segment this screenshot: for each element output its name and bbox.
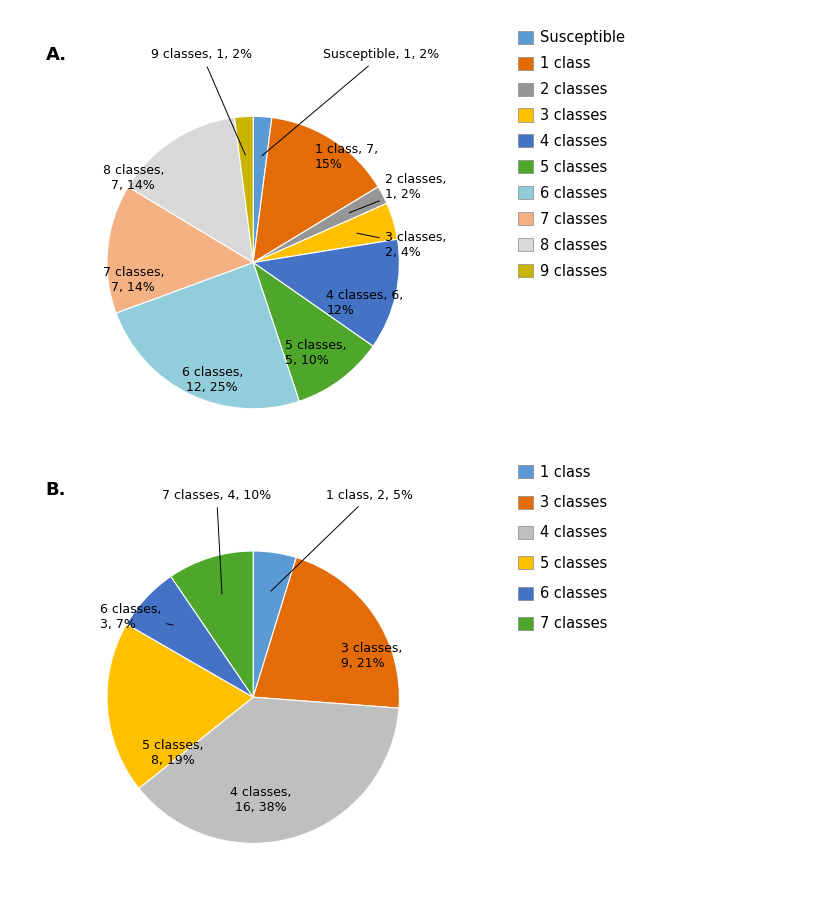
Text: 3 classes,
9, 21%: 3 classes, 9, 21% [341, 642, 402, 671]
Wedge shape [253, 187, 386, 263]
Text: 3 classes,
2, 4%: 3 classes, 2, 4% [357, 231, 446, 259]
Wedge shape [253, 239, 400, 346]
Wedge shape [253, 263, 373, 402]
Wedge shape [129, 117, 253, 263]
Wedge shape [253, 203, 397, 263]
Text: Susceptible, 1, 2%: Susceptible, 1, 2% [262, 48, 439, 156]
Wedge shape [235, 116, 253, 263]
Wedge shape [253, 551, 297, 697]
Wedge shape [139, 697, 399, 844]
Wedge shape [107, 624, 253, 789]
Text: B.: B. [45, 480, 66, 499]
Text: 9 classes, 1, 2%: 9 classes, 1, 2% [152, 48, 253, 155]
Text: 7 classes, 4, 10%: 7 classes, 4, 10% [162, 489, 271, 594]
Text: 6 classes,
3, 7%: 6 classes, 3, 7% [100, 603, 173, 630]
Legend: Susceptible, 1 class, 2 classes, 3 classes, 4 classes, 5 classes, 6 classes, 7 c: Susceptible, 1 class, 2 classes, 3 class… [518, 30, 625, 278]
Text: 6 classes,
12, 25%: 6 classes, 12, 25% [181, 365, 243, 393]
Text: 1 class, 2, 5%: 1 class, 2, 5% [271, 489, 414, 591]
Wedge shape [253, 117, 378, 263]
Text: 1 class, 7,
15%: 1 class, 7, 15% [315, 144, 377, 171]
Text: 4 classes, 6,
12%: 4 classes, 6, 12% [326, 289, 404, 318]
Text: 5 classes,
5, 10%: 5 classes, 5, 10% [285, 339, 347, 367]
Wedge shape [116, 263, 299, 409]
Text: 4 classes,
16, 38%: 4 classes, 16, 38% [230, 785, 291, 813]
Text: 2 classes,
1, 2%: 2 classes, 1, 2% [349, 173, 446, 213]
Wedge shape [127, 576, 253, 697]
Text: 7 classes,
7, 14%: 7 classes, 7, 14% [102, 266, 164, 294]
Wedge shape [171, 551, 253, 697]
Wedge shape [253, 557, 400, 708]
Text: 8 classes,
7, 14%: 8 classes, 7, 14% [102, 164, 164, 192]
Text: 5 classes,
8, 19%: 5 classes, 8, 19% [142, 738, 204, 767]
Wedge shape [253, 116, 272, 263]
Legend: 1 class, 3 classes, 4 classes, 5 classes, 6 classes, 7 classes: 1 class, 3 classes, 4 classes, 5 classes… [518, 465, 607, 631]
Wedge shape [107, 187, 253, 313]
Text: A.: A. [45, 46, 67, 64]
